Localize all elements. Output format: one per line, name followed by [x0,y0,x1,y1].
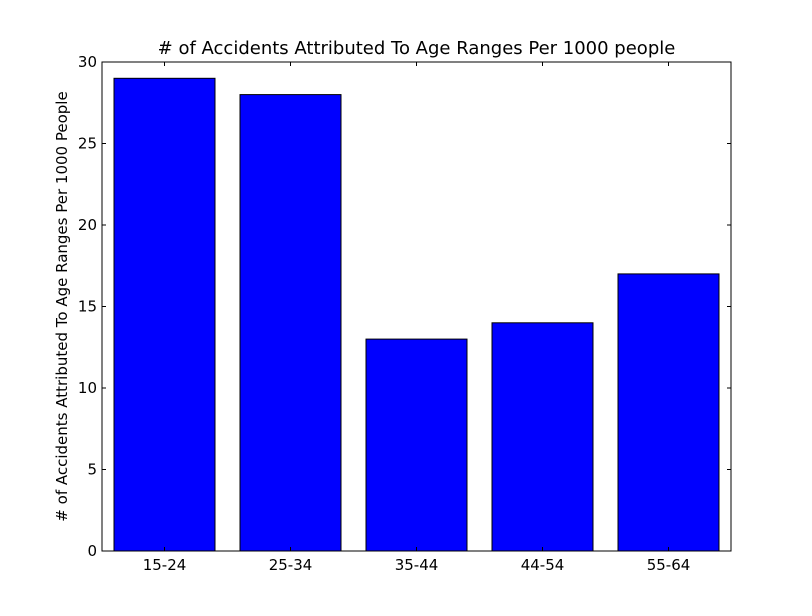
y-tick-label-0: 0 [87,542,97,560]
y-tick-label-10: 10 [78,379,97,397]
bar-35-44 [365,338,468,552]
bar-55-64 [617,273,720,552]
y-tick-label-25: 25 [78,135,97,153]
y-tick-label-15: 15 [78,298,97,316]
x-tick-label-44-54: 44-54 [521,556,565,574]
y-tick-label-30: 30 [78,53,97,71]
bars-layer [113,77,720,552]
bar-15-24 [113,77,216,552]
bar-25-34 [239,94,342,552]
y-axis-label: # of Accidents Attributed To Age Ranges … [53,91,71,521]
x-tick-label-55-64: 55-64 [647,556,691,574]
labels-layer: 15-24 25-34 35-44 44-54 55-64 0 5 10 15 20 25 30 [78,53,690,574]
y-tick-label-5: 5 [87,461,97,479]
bar-44-54 [491,322,594,552]
chart-title: # of Accidents Attributed To Age Ranges … [158,38,676,59]
x-tick-label-15-24: 15-24 [143,556,187,574]
ticks-layer [102,61,731,552]
x-tick-label-25-34: 25-34 [269,556,313,574]
x-tick-label-35-44: 35-44 [395,556,439,574]
y-tick-label-20: 20 [78,216,97,234]
